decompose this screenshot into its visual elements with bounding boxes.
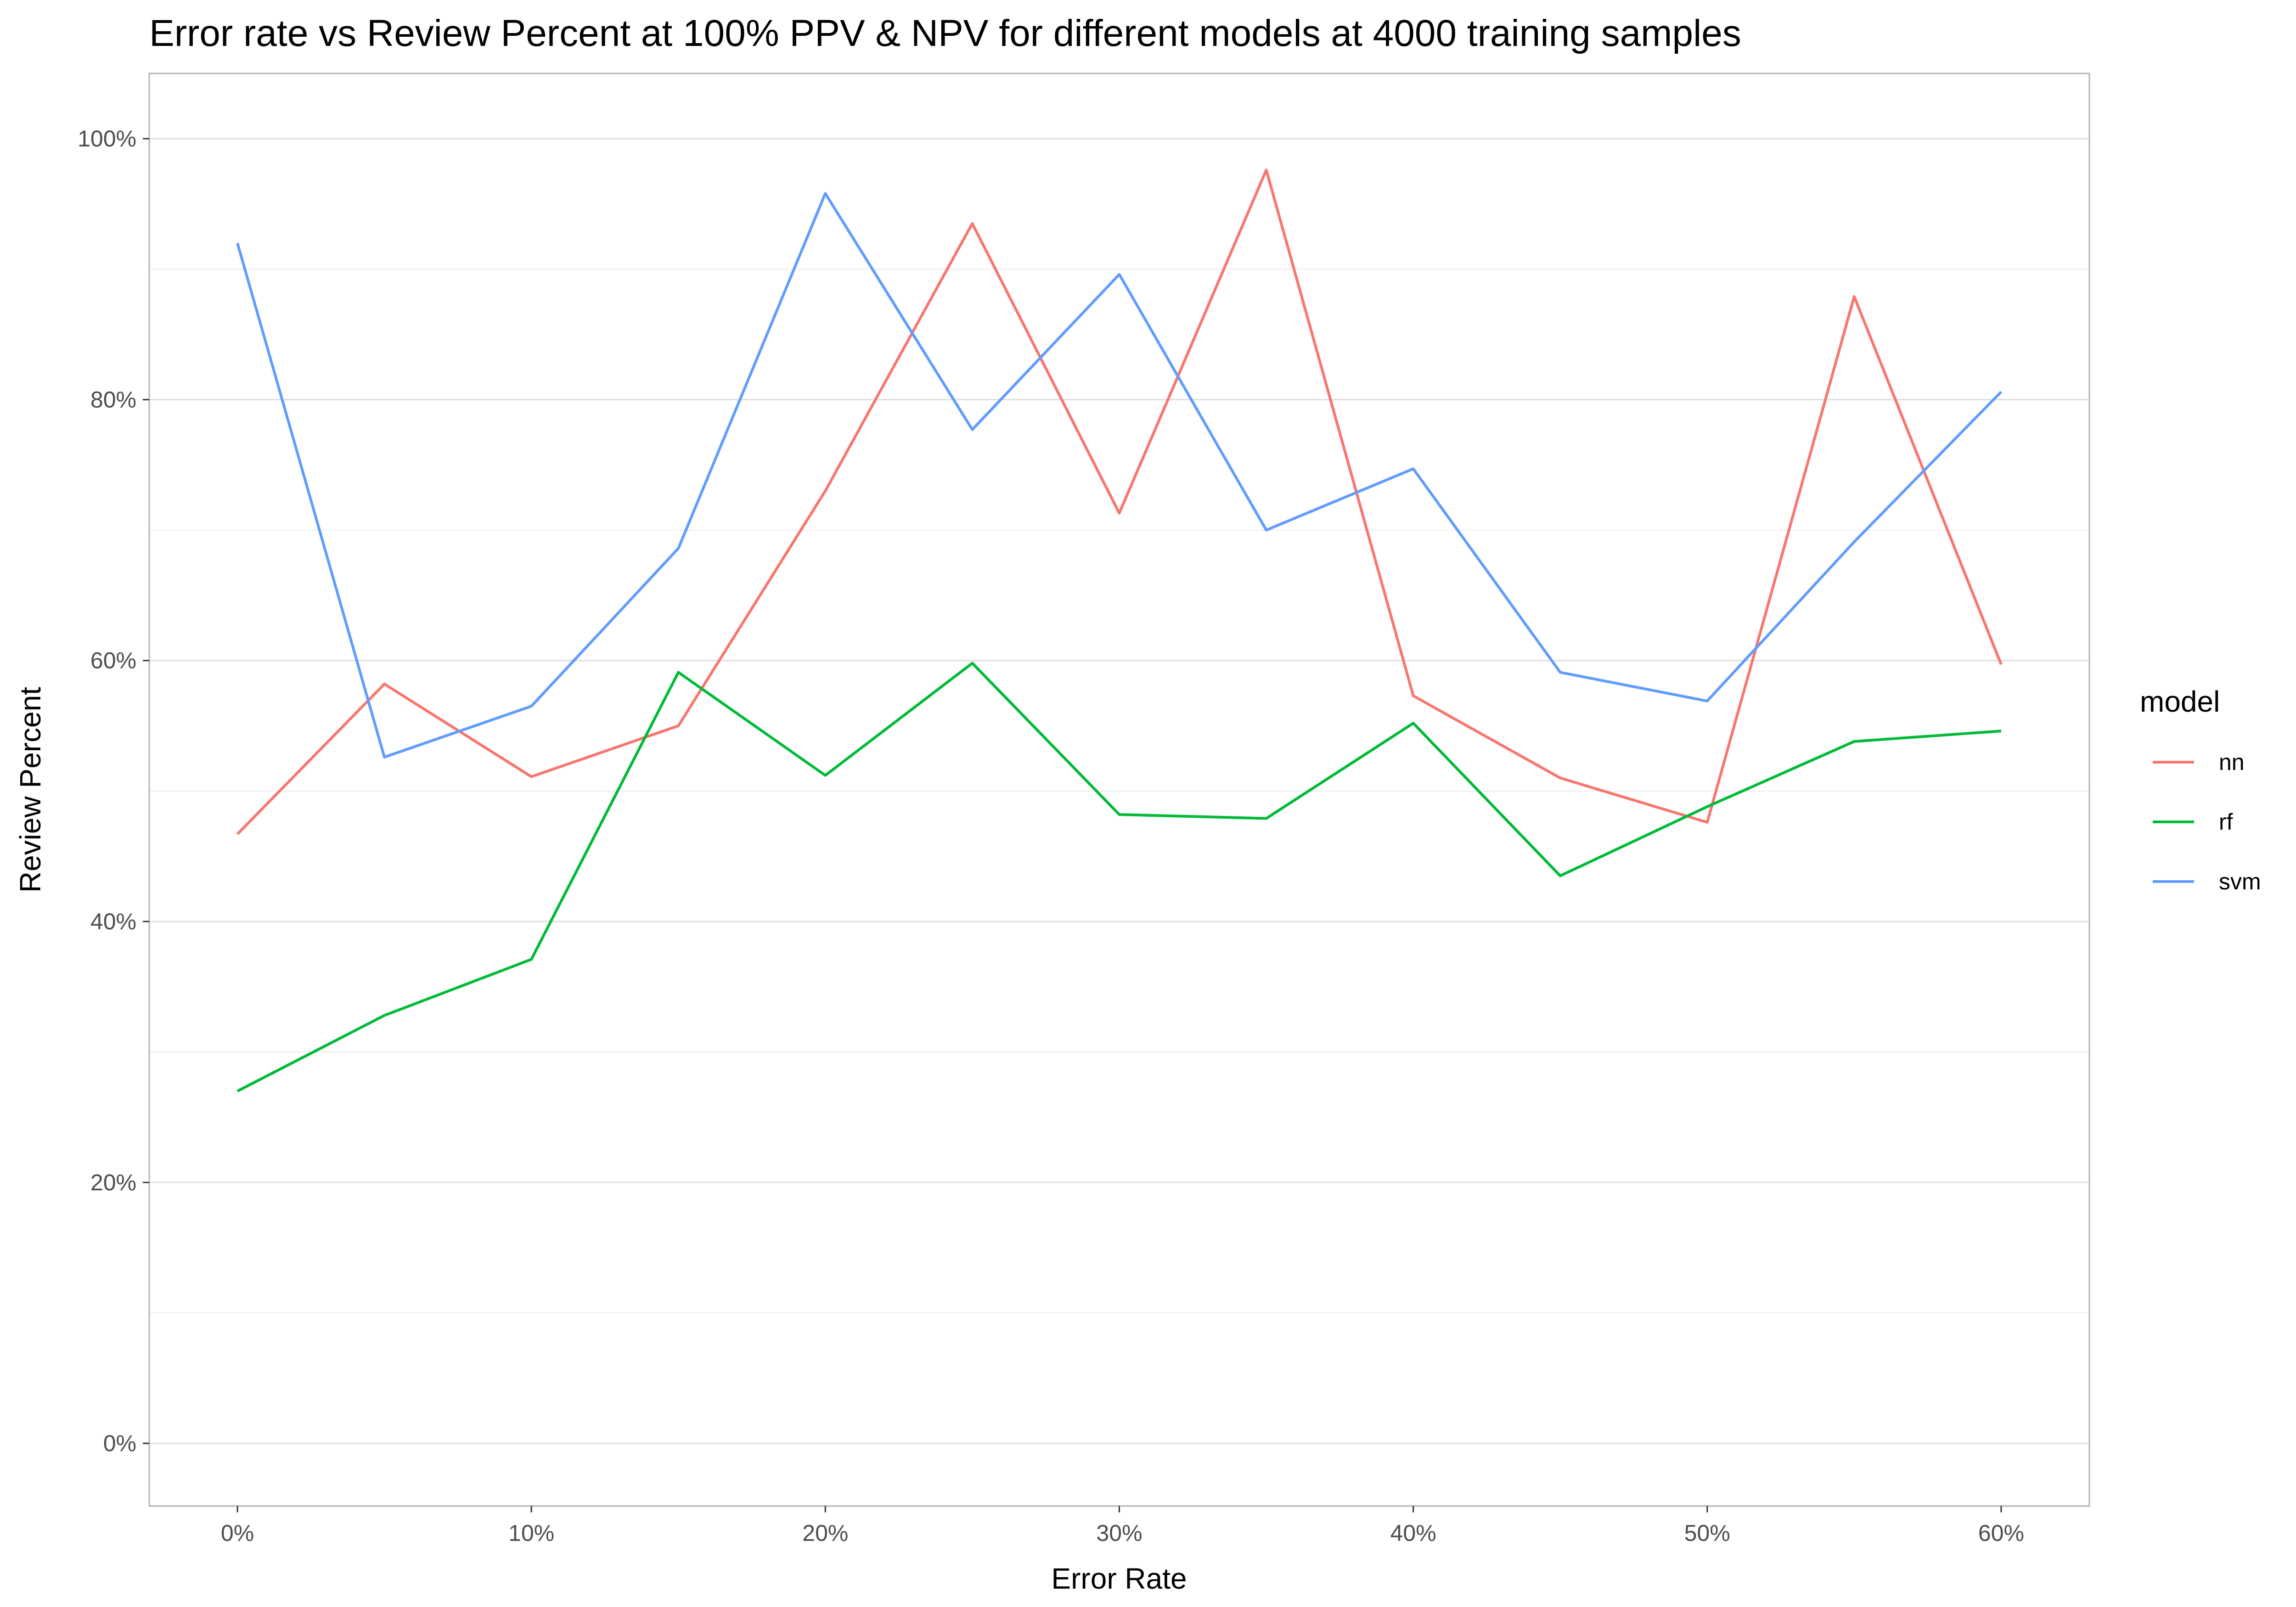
grid (149, 138, 2089, 1444)
y-tick-label: 40% (90, 909, 136, 934)
y-tick-label: 60% (90, 648, 136, 674)
y-tick-label: 20% (90, 1169, 136, 1195)
axis-ticks: 0% 20% 40% 60% 80% 100% 0% 10% 20% 30% 40% 50% 60% (78, 126, 2024, 1546)
x-tick-label: 60% (1978, 1520, 2024, 1546)
y-tick-label: 80% (90, 387, 136, 412)
series-lines (236, 169, 2003, 1093)
y-tick-label: 100% (78, 126, 136, 152)
x-tick-label: 30% (1096, 1520, 1142, 1546)
x-tick-label: 0% (221, 1520, 254, 1546)
legend-label-svm: svm (2219, 869, 2261, 894)
y-axis-title: Review Percent (14, 687, 47, 893)
x-axis-title: Error Rate (1051, 1562, 1187, 1595)
chart-title: Error rate vs Review Percent at 100% PPV… (149, 12, 1741, 54)
legend-label-rf: rf (2219, 809, 2233, 835)
legend-label-nn: nn (2219, 749, 2245, 775)
x-tick-label: 20% (802, 1520, 848, 1546)
x-tick-label: 40% (1390, 1520, 1436, 1546)
legend: model nn rf svm (2140, 685, 2261, 894)
x-tick-label: 50% (1684, 1520, 1730, 1546)
y-tick-label: 0% (103, 1431, 136, 1456)
legend-items: nn rf svm (2153, 749, 2261, 894)
x-tick-label: 10% (508, 1520, 554, 1546)
legend-title: model (2140, 685, 2220, 718)
